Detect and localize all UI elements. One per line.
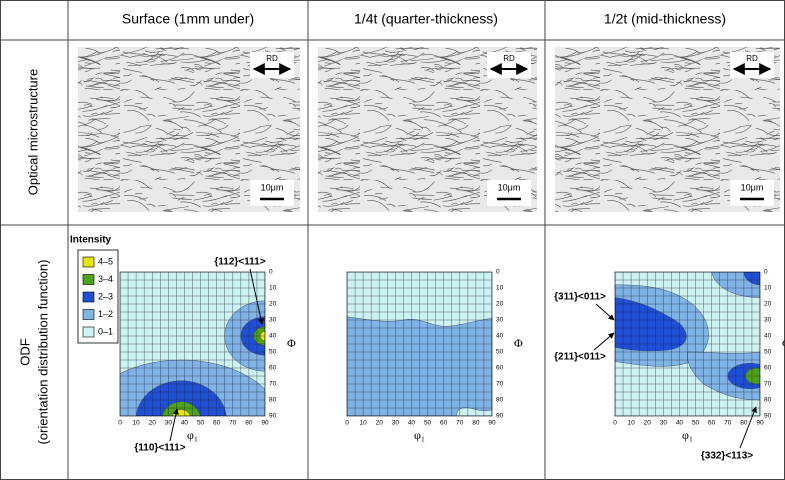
y-tick-label: 50 bbox=[764, 349, 772, 356]
y-tick-label: 40 bbox=[764, 333, 772, 340]
y-tick-label: 80 bbox=[496, 397, 504, 404]
rd-label: RD bbox=[746, 54, 758, 63]
legend-swatch bbox=[83, 310, 94, 320]
annotation-arrow bbox=[594, 333, 614, 350]
column-header: 1/4t (quarter-thickness) bbox=[354, 11, 498, 27]
x-tick-label: 20 bbox=[149, 420, 157, 427]
y-tick-label: 70 bbox=[764, 381, 772, 388]
scale-label: 10μm bbox=[741, 182, 764, 192]
annotation: {332}<113> bbox=[701, 451, 753, 462]
x-tick-label: 80 bbox=[472, 420, 480, 427]
x-tick-label: 20 bbox=[644, 420, 652, 427]
figure: Surface (1mm under) 1/4t (quarter-thickn… bbox=[0, 0, 785, 480]
x-tick-label: 20 bbox=[376, 420, 384, 427]
y-tick-label: 40 bbox=[269, 333, 277, 340]
annotation: {112}<111> bbox=[214, 257, 265, 268]
x-tick-label: 60 bbox=[213, 420, 221, 427]
x-tick-label: 90 bbox=[261, 420, 269, 427]
y-tick-label: 0 bbox=[764, 269, 768, 276]
legend-title: Intensity bbox=[70, 235, 112, 246]
x-tick-label: 50 bbox=[424, 420, 432, 427]
odf-plot bbox=[347, 272, 492, 416]
y-tick-label: 40 bbox=[496, 333, 504, 340]
rd-label: RD bbox=[503, 54, 515, 63]
row-header: (orientation distribution function) bbox=[35, 260, 50, 445]
y-tick-label: 70 bbox=[496, 381, 504, 388]
annotation: {110}<111> bbox=[134, 443, 185, 454]
odf-plot bbox=[615, 259, 776, 416]
y-tick-label: 60 bbox=[764, 365, 772, 372]
x-tick-label: 40 bbox=[676, 420, 684, 427]
row-header: ODF bbox=[17, 338, 32, 366]
legend-label: 4–5 bbox=[98, 256, 113, 266]
x-tick-label: 70 bbox=[456, 420, 464, 427]
y-tick-label: 20 bbox=[764, 301, 772, 308]
x-tick-label: 60 bbox=[440, 420, 448, 427]
x-axis-label: φ₁ bbox=[682, 428, 693, 442]
y-tick-label: 10 bbox=[764, 285, 772, 292]
x-tick-label: 60 bbox=[708, 420, 716, 427]
legend-label: 0–1 bbox=[98, 326, 113, 336]
x-tick-label: 40 bbox=[408, 420, 416, 427]
x-tick-label: 70 bbox=[724, 420, 732, 427]
legend-swatch bbox=[83, 327, 94, 337]
x-tick-label: 0 bbox=[118, 420, 122, 427]
x-tick-label: 30 bbox=[660, 420, 668, 427]
legend-label: 3–4 bbox=[98, 274, 113, 284]
x-tick-label: 10 bbox=[132, 420, 140, 427]
y-tick-label: 80 bbox=[764, 397, 772, 404]
x-tick-label: 30 bbox=[165, 420, 173, 427]
x-tick-label: 40 bbox=[181, 420, 189, 427]
y-tick-label: 60 bbox=[496, 365, 504, 372]
x-tick-label: 80 bbox=[245, 420, 253, 427]
y-tick-label: 50 bbox=[496, 349, 504, 356]
x-tick-label: 50 bbox=[692, 420, 700, 427]
legend-label: 1–2 bbox=[98, 309, 113, 319]
x-tick-label: 0 bbox=[345, 420, 349, 427]
x-tick-label: 90 bbox=[756, 420, 764, 427]
row-header: Optical microstructure bbox=[25, 69, 40, 195]
y-tick-label: 30 bbox=[496, 317, 504, 324]
y-tick-label: 60 bbox=[269, 365, 277, 372]
y-tick-label: 10 bbox=[496, 285, 504, 292]
y-tick-label: 20 bbox=[269, 301, 277, 308]
y-tick-label: 20 bbox=[496, 301, 504, 308]
x-tick-label: 90 bbox=[488, 420, 496, 427]
x-tick-label: 10 bbox=[627, 420, 635, 427]
x-tick-label: 0 bbox=[613, 420, 617, 427]
legend-swatch bbox=[83, 257, 94, 267]
column-header: 1/2t (mid-thickness) bbox=[604, 11, 726, 27]
x-tick-label: 80 bbox=[740, 420, 748, 427]
y-tick-label: 90 bbox=[764, 413, 772, 420]
y-tick-label: 0 bbox=[496, 269, 500, 276]
annotation: {211}<011> bbox=[554, 352, 606, 363]
y-tick-label: 90 bbox=[269, 413, 277, 420]
y-axis-label: Φ bbox=[514, 336, 523, 350]
y-tick-label: 70 bbox=[269, 381, 277, 388]
y-tick-label: 0 bbox=[269, 269, 273, 276]
x-tick-label: 50 bbox=[197, 420, 205, 427]
legend-swatch bbox=[83, 275, 94, 285]
legend-label: 2–3 bbox=[98, 291, 113, 301]
legend-swatch bbox=[83, 292, 94, 302]
x-tick-label: 70 bbox=[229, 420, 237, 427]
x-tick-label: 10 bbox=[359, 420, 367, 427]
x-axis-label: φ₁ bbox=[414, 428, 425, 442]
annotation: {311}<011> bbox=[554, 292, 606, 303]
y-tick-label: 90 bbox=[496, 413, 504, 420]
y-tick-label: 30 bbox=[764, 317, 772, 324]
y-tick-label: 10 bbox=[269, 285, 277, 292]
y-tick-label: 80 bbox=[269, 397, 277, 404]
annotation-arrow bbox=[596, 304, 614, 320]
y-axis-label: Φ bbox=[287, 336, 296, 350]
y-tick-label: 30 bbox=[269, 317, 277, 324]
x-tick-label: 30 bbox=[392, 420, 400, 427]
column-header: Surface (1mm under) bbox=[122, 11, 254, 27]
x-axis-label: φ₁ bbox=[187, 428, 198, 442]
y-tick-label: 50 bbox=[269, 349, 277, 356]
rd-label: RD bbox=[266, 54, 278, 63]
scale-label: 10μm bbox=[261, 182, 284, 192]
scale-label: 10μm bbox=[498, 182, 521, 192]
